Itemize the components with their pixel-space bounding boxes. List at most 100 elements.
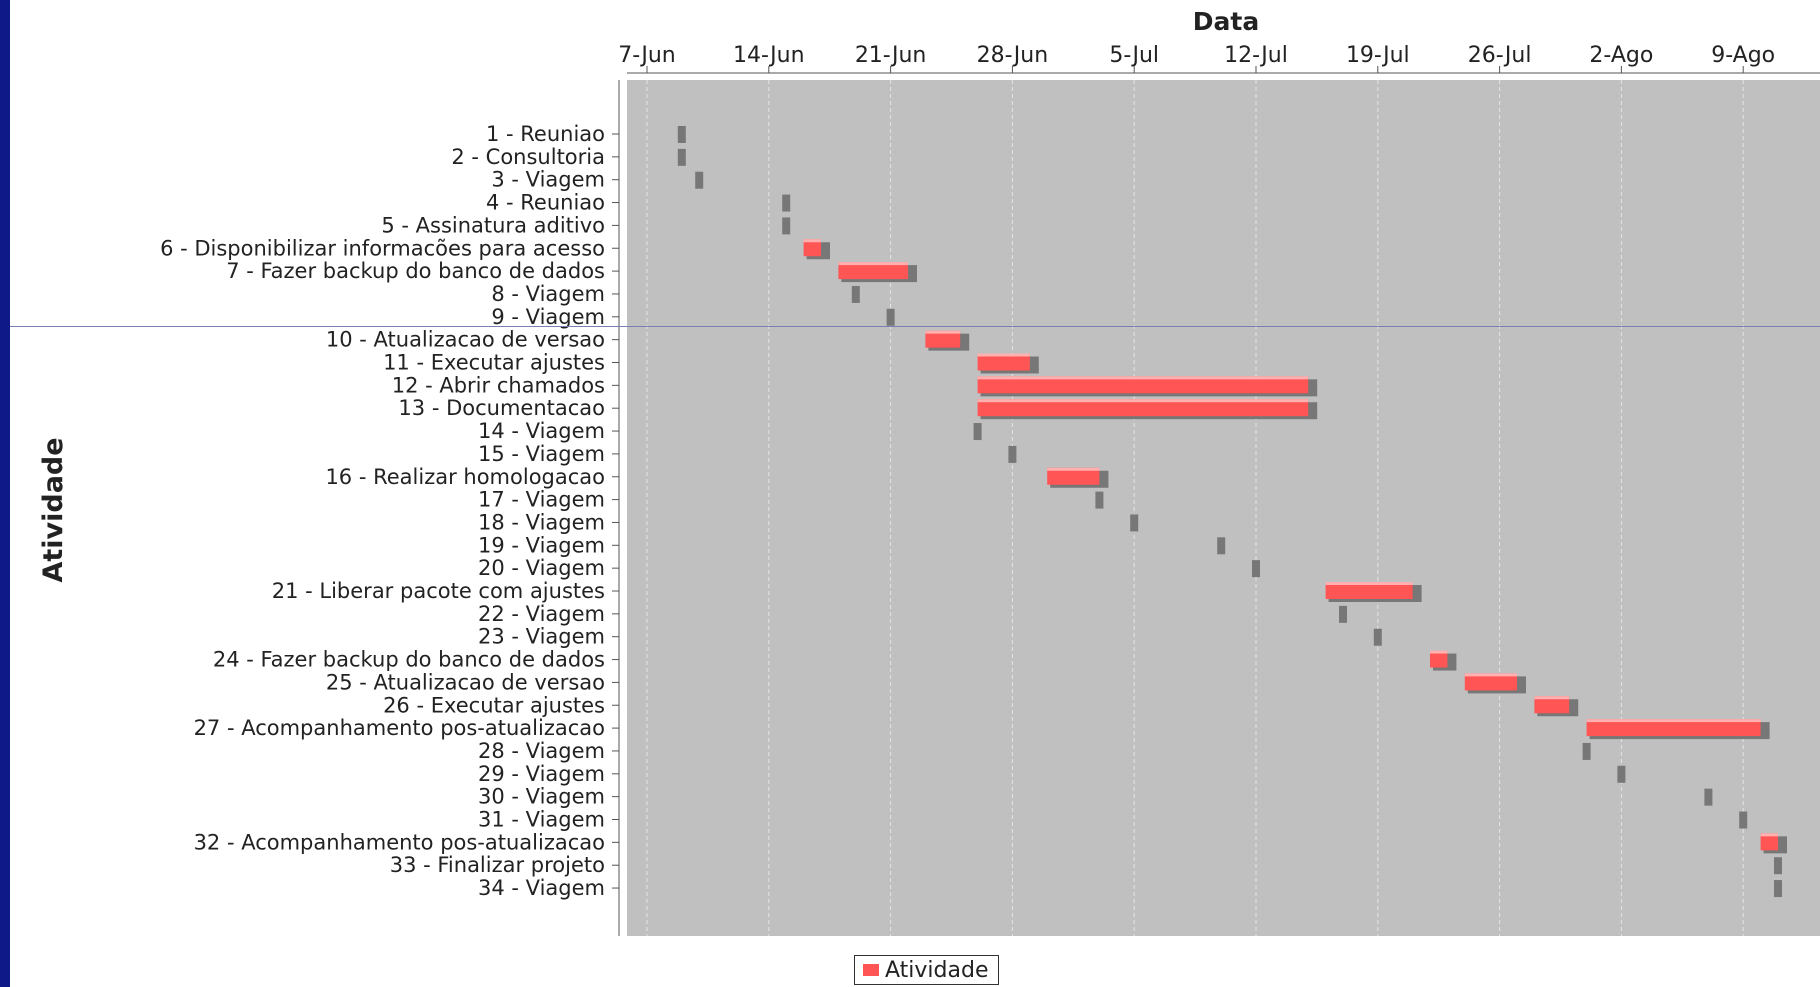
task-bar-highlight xyxy=(1325,582,1413,585)
task-bar xyxy=(803,239,830,260)
task-label: 32 - Acompanhamento pos-atualizacao xyxy=(194,830,605,854)
task-bar-fill xyxy=(1760,833,1778,851)
milestone-mark xyxy=(1739,811,1748,829)
task-bar xyxy=(977,353,1039,374)
milestone-mark xyxy=(886,308,895,326)
milestone-mark xyxy=(677,126,686,143)
task-label: 7 - Fazer backup do banco de dados xyxy=(226,259,605,283)
task-label: 27 - Acompanhamento pos-atualizacao xyxy=(194,716,605,740)
legend-label: Atividade xyxy=(885,957,989,983)
task-label: 34 - Viagem xyxy=(478,876,605,900)
task-label: 33 - Finalizar projeto xyxy=(390,853,605,877)
milestone-mark xyxy=(1008,445,1017,463)
task-bar-fill xyxy=(1586,719,1761,737)
milestone-mark xyxy=(1774,880,1782,898)
task-bar-highlight xyxy=(977,399,1309,403)
x-tick-label: 12-Jul xyxy=(1224,43,1288,68)
task-bar-highlight xyxy=(1430,650,1448,654)
task-bar xyxy=(977,399,1318,420)
milestone-mark xyxy=(1130,514,1139,532)
milestone-mark xyxy=(677,148,686,166)
x-tick-label: 28-Jun xyxy=(977,43,1049,68)
task-label: 3 - Viagem xyxy=(491,168,605,192)
task-label: 28 - Viagem xyxy=(478,739,605,763)
task-bar-highlight xyxy=(1534,696,1570,700)
task-label: 23 - Viagem xyxy=(478,625,605,649)
task-bar-fill xyxy=(925,330,961,348)
task-bar xyxy=(1430,650,1457,671)
task-label: 11 - Executar ajustes xyxy=(383,351,605,375)
task-bar-fill xyxy=(977,399,1309,417)
milestone-mark xyxy=(1339,605,1347,623)
left-frame-strip xyxy=(0,0,10,987)
task-label: 13 - Documentacao xyxy=(398,396,605,420)
task-label: 19 - Viagem xyxy=(478,533,605,557)
task-label: 24 - Fazer backup do banco de dados xyxy=(213,648,605,672)
task-label: 6 - Disponibilizar informacões para aces… xyxy=(160,236,605,260)
horizontal-guide-line xyxy=(10,326,1820,327)
milestone-mark xyxy=(1373,628,1382,646)
task-bar-fill xyxy=(803,239,821,257)
task-bar-highlight xyxy=(977,353,1030,357)
x-tick-label: 26-Jul xyxy=(1468,43,1532,68)
milestone-mark xyxy=(1582,742,1591,760)
y-axis-title: Atividade xyxy=(38,437,69,582)
milestone-mark xyxy=(973,423,982,441)
task-bar-fill xyxy=(1534,696,1570,714)
task-bar-fill xyxy=(1325,582,1413,599)
task-bar xyxy=(1586,719,1770,740)
milestone-mark xyxy=(1217,537,1226,555)
task-bar-fill xyxy=(977,376,1309,394)
task-bar-fill xyxy=(838,262,908,280)
task-label: 2 - Consultoria xyxy=(451,145,605,169)
task-label: 20 - Viagem xyxy=(478,556,605,580)
milestone-mark xyxy=(1774,857,1782,875)
x-tick-label: 14-Jun xyxy=(733,43,805,68)
x-tick-label: 7-Jun xyxy=(618,43,676,68)
task-label: 17 - Viagem xyxy=(478,488,605,512)
x-tick-label: 21-Jun xyxy=(855,43,927,68)
task-label: 29 - Viagem xyxy=(478,762,605,786)
task-bar xyxy=(977,376,1318,397)
task-label: 1 - Reuniao xyxy=(486,122,605,146)
task-bar-highlight xyxy=(838,262,908,266)
legend-swatch xyxy=(863,964,879,976)
task-bar xyxy=(1534,696,1579,717)
x-tick-label: 2-Ago xyxy=(1589,43,1653,68)
task-label: 8 - Viagem xyxy=(491,282,605,306)
task-label: 10 - Atualizacao de versao xyxy=(326,328,605,352)
milestone-mark xyxy=(1252,560,1260,578)
legend: Atividade xyxy=(854,955,1000,985)
task-bar xyxy=(1464,673,1526,694)
task-label: 4 - Reuniao xyxy=(486,191,605,215)
task-bar-highlight xyxy=(803,239,821,243)
task-bar-highlight xyxy=(1047,467,1100,471)
task-label: 12 - Abrir chamados xyxy=(392,373,605,397)
task-bar-fill xyxy=(977,353,1030,371)
x-axis-title: Data xyxy=(1193,7,1259,36)
task-label: 18 - Viagem xyxy=(478,510,605,534)
milestone-mark xyxy=(1095,491,1104,509)
task-label: 31 - Viagem xyxy=(478,808,605,832)
task-label: 5 - Assinatura aditivo xyxy=(381,213,605,237)
x-tick-label: 9-Ago xyxy=(1711,43,1775,68)
task-bar-fill xyxy=(1464,673,1517,691)
task-bar-fill xyxy=(1430,650,1448,668)
task-label: 15 - Viagem xyxy=(478,442,605,466)
task-bar-fill xyxy=(1047,467,1100,485)
milestone-mark xyxy=(851,285,860,303)
milestone-mark xyxy=(1617,765,1626,783)
task-label: 30 - Viagem xyxy=(478,785,605,809)
task-label: 9 - Viagem xyxy=(491,305,605,329)
task-label: 22 - Viagem xyxy=(478,602,605,626)
task-bar xyxy=(1760,833,1787,854)
task-bar xyxy=(925,330,970,351)
task-label: 16 - Realizar homologacao xyxy=(325,465,605,489)
milestone-mark xyxy=(695,171,704,189)
milestone-mark xyxy=(782,194,791,212)
task-bar xyxy=(1047,467,1109,488)
task-label: 25 - Atualizacao de versao xyxy=(326,670,605,694)
task-label: 21 - Liberar pacote com ajustes xyxy=(272,579,605,603)
task-bar-highlight xyxy=(977,376,1309,380)
